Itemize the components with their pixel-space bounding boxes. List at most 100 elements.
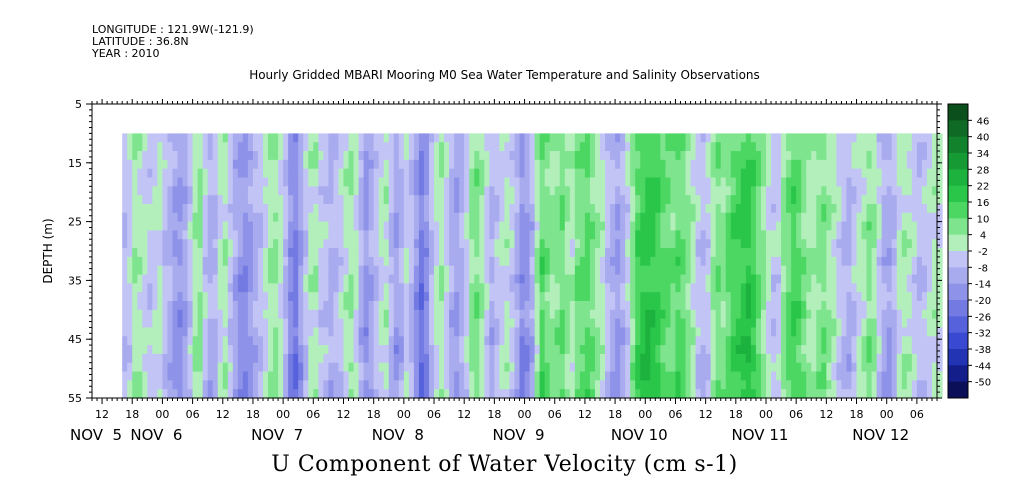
heatmap-cell: [635, 265, 641, 276]
heatmap-cell: [378, 203, 385, 214]
heatmap-cell: [494, 133, 501, 143]
heatmap-column: [655, 133, 661, 399]
heatmap-cell: [750, 300, 757, 311]
heatmap-cell: [670, 327, 677, 337]
heatmap-cell: [358, 195, 365, 205]
heatmap-cell: [308, 380, 314, 390]
heatmap-cell: [363, 159, 370, 170]
heatmap-cell: [328, 203, 335, 214]
heatmap-column: [554, 133, 561, 399]
heatmap-cell: [182, 300, 189, 311]
heatmap-cell: [217, 151, 224, 161]
heatmap-cell: [323, 133, 329, 143]
heatmap-cell: [574, 300, 581, 311]
heatmap-cell: [811, 230, 817, 240]
mooring-metadata: LONGITUDE : 121.9W(-121.9) LATITUDE : 36…: [92, 24, 254, 60]
heatmap-cell: [539, 300, 546, 311]
heatmap-cell: [439, 283, 445, 293]
heatmap-cell: [806, 212, 812, 223]
heatmap-cell: [167, 362, 174, 373]
heatmap-cell: [851, 177, 858, 187]
heatmap-cell: [765, 274, 772, 284]
heatmap-cell: [594, 380, 601, 390]
heatmap-cell: [660, 177, 666, 187]
heatmap-cell: [801, 327, 807, 337]
heatmap-cell: [212, 230, 219, 240]
heatmap-cell: [781, 159, 787, 170]
heatmap-cell: [137, 133, 143, 143]
heatmap-cell: [318, 195, 324, 205]
heatmap-cell: [142, 212, 148, 223]
heatmap-cell: [257, 292, 264, 302]
heatmap-cell: [212, 353, 219, 364]
heatmap-cell: [806, 168, 812, 179]
heatmap-cell: [640, 389, 646, 399]
heatmap-cell: [177, 380, 184, 390]
heatmap-cell: [529, 195, 536, 205]
heatmap-cell: [489, 230, 495, 240]
heatmap-cell: [579, 168, 586, 179]
heatmap-cell: [413, 265, 420, 276]
heatmap-cell: [695, 142, 702, 152]
heatmap-cell: [705, 345, 712, 355]
heatmap-cell: [368, 239, 375, 249]
heatmap-cell: [428, 151, 435, 161]
heatmap-cell: [353, 362, 360, 373]
heatmap-cell: [836, 256, 843, 267]
heatmap-column: [806, 133, 812, 399]
heatmap-cell: [413, 389, 420, 399]
heatmap-cell: [278, 336, 284, 346]
heatmap-cell: [921, 274, 928, 284]
heatmap-cell: [771, 133, 777, 143]
heatmap-cell: [358, 362, 365, 373]
heatmap-cell: [750, 195, 757, 205]
heatmap-cell: [474, 362, 480, 373]
heatmap-cell: [549, 239, 556, 249]
heatmap-cell: [851, 239, 858, 249]
heatmap-cell: [665, 195, 672, 205]
heatmap-cell: [423, 177, 430, 187]
heatmap-cell: [916, 362, 923, 373]
heatmap-cell: [152, 168, 158, 179]
heatmap-cell: [333, 353, 340, 364]
heatmap-cell: [192, 327, 199, 337]
heatmap-cell: [760, 230, 767, 240]
heatmap-cell: [152, 230, 158, 240]
heatmap-cell: [615, 292, 621, 302]
heatmap-cell: [137, 336, 143, 346]
heatmap-cell: [821, 353, 827, 364]
heatmap-cell: [725, 300, 732, 311]
heatmap-cell: [177, 230, 184, 240]
heatmap-cell: [247, 371, 254, 381]
heatmap-cell: [212, 248, 219, 258]
heatmap-cell: [735, 327, 742, 337]
heatmap-cell: [534, 239, 541, 249]
heatmap-cell: [695, 283, 702, 293]
heatmap-cell: [665, 292, 672, 302]
heatmap-cell: [846, 274, 853, 284]
heatmap-cell: [408, 371, 415, 381]
heatmap-cell: [655, 248, 661, 258]
heatmap-cell: [454, 300, 460, 311]
heatmap-cell: [836, 300, 843, 311]
heatmap-cell: [645, 371, 651, 381]
heatmap-cell: [428, 353, 435, 364]
heatmap-cell: [605, 345, 611, 355]
heatmap-cell: [393, 212, 400, 223]
heatmap-cell: [227, 380, 234, 390]
heatmap-cell: [725, 371, 732, 381]
heatmap-cell: [212, 195, 219, 205]
heatmap-column: [509, 133, 516, 399]
heatmap-cell: [569, 274, 576, 284]
heatmap-cell: [891, 177, 898, 187]
heatmap-cell: [383, 168, 390, 179]
heatmap-cell: [127, 336, 133, 346]
heatmap-cell: [459, 380, 465, 390]
heatmap-cell: [876, 353, 883, 364]
heatmap-cell: [625, 318, 631, 329]
heatmap-cell: [122, 159, 128, 170]
heatmap-cell: [610, 353, 616, 364]
heatmap-cell: [801, 159, 807, 170]
heatmap-cell: [232, 186, 239, 196]
heatmap-cell: [589, 345, 596, 355]
